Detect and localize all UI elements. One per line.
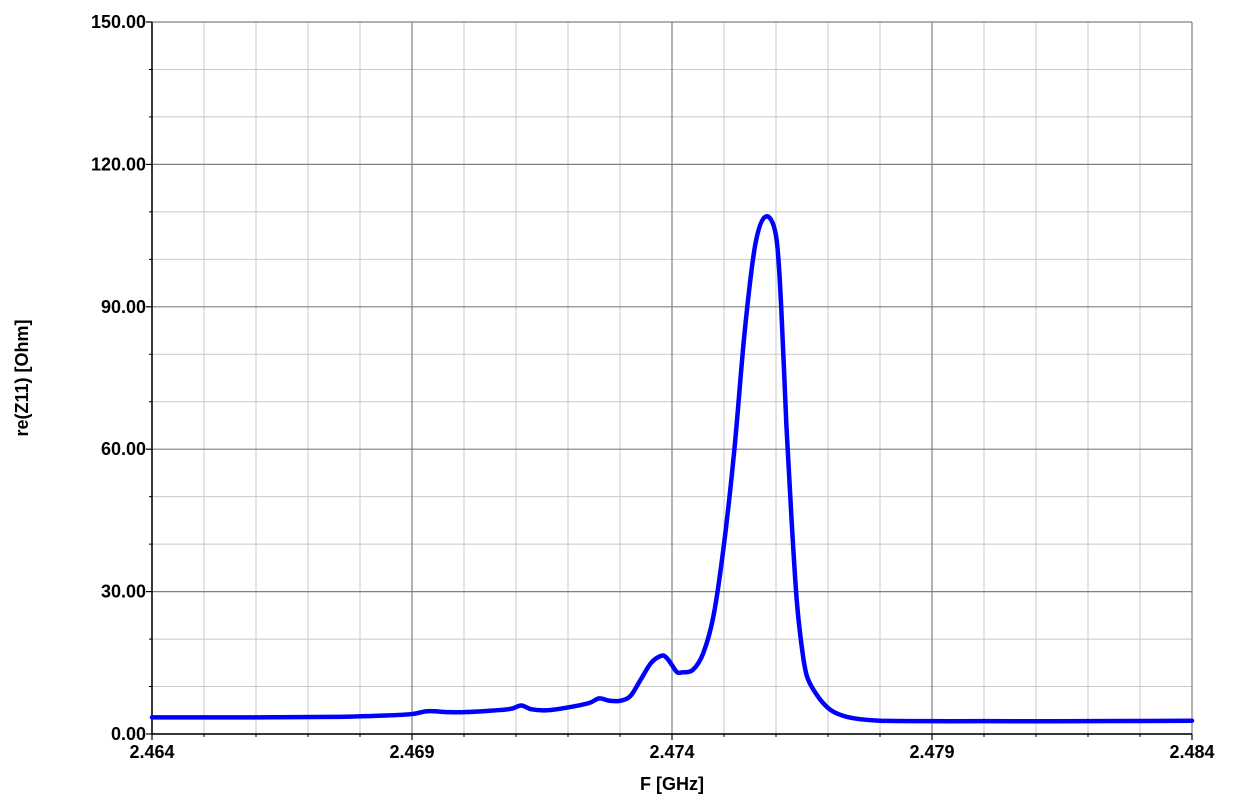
- x-tick-label: 2.464: [129, 742, 174, 762]
- x-tick-labels: 2.464 2.469 2.474 2.479 2.484: [129, 742, 1214, 762]
- y-axis-title: re(Z11) [Ohm]: [12, 319, 32, 436]
- x-tick-label: 2.479: [909, 742, 954, 762]
- y-tick-label: 150.00: [91, 12, 146, 32]
- x-tick-label: 2.474: [649, 742, 694, 762]
- tick-marks: [146, 21, 1193, 740]
- series-layer: [149, 214, 1195, 724]
- y-tick-label: 30.00: [101, 582, 146, 602]
- x-tick-label: 2.484: [1169, 742, 1214, 762]
- x-tick-label: 2.469: [389, 742, 434, 762]
- y-tick-label: 0.00: [111, 724, 146, 744]
- y-tick-label: 60.00: [101, 439, 146, 459]
- y-tick-label: 120.00: [91, 154, 146, 174]
- y-tick-label: 90.00: [101, 297, 146, 317]
- y-tick-labels: 0.00 30.00 60.00 90.00 120.00 150.00: [91, 12, 146, 744]
- series-line-0: [149, 214, 1195, 724]
- x-axis-title: F [GHz]: [640, 774, 704, 794]
